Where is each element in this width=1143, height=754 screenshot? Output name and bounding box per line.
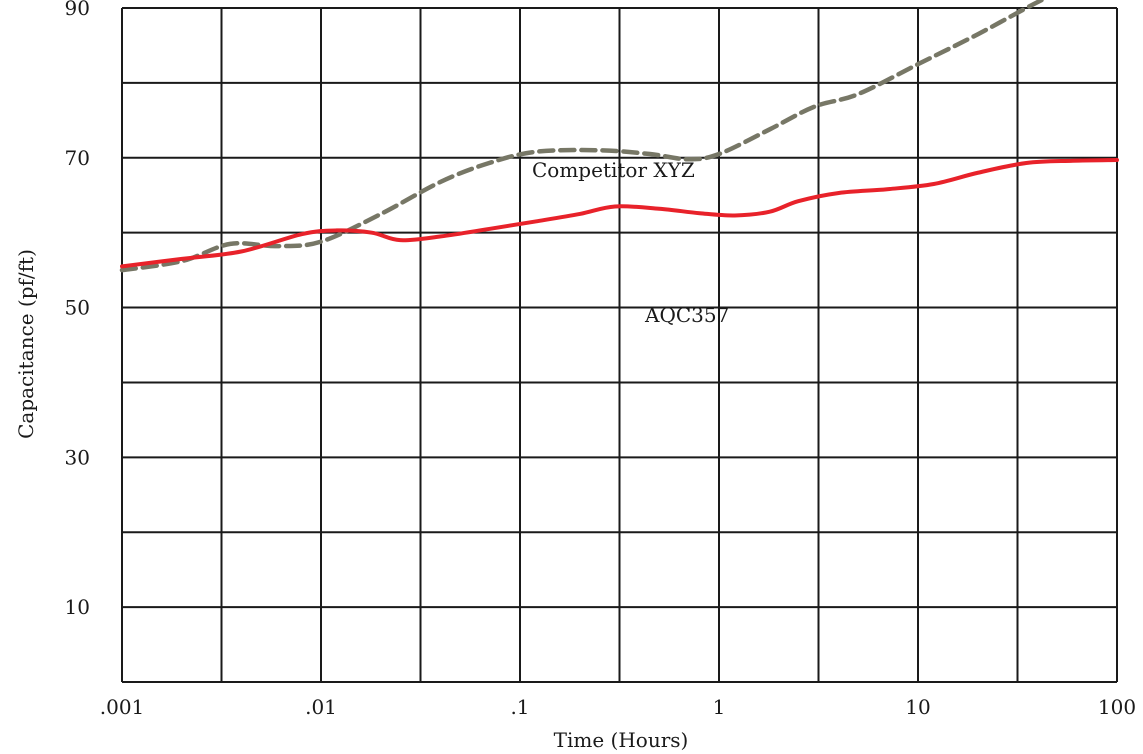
x-tick-label: 100: [1098, 695, 1136, 719]
x-axis-title: Time (Hours): [554, 728, 689, 752]
y-axis-title: Capacitance (pf/ft): [14, 249, 38, 439]
series-line-competitor-xyz: [119, 0, 1047, 273]
annotations: Competitor XYZ AQC357: [532, 158, 729, 327]
y-tick-label: 10: [65, 595, 90, 619]
x-tick-label: 10: [905, 695, 930, 719]
series-line-aqc357: [120, 158, 1119, 269]
x-tick-label: .01: [305, 695, 337, 719]
x-tick-label: 1: [713, 695, 726, 719]
x-axis-ticks: .001 .01 .1 1 10 100: [100, 695, 1136, 719]
y-axis-ticks: 10 30 50 70 90: [65, 0, 90, 619]
y-tick-label: 50: [65, 296, 90, 320]
grid: [121, 7, 1118, 683]
y-tick-label: 90: [65, 0, 90, 20]
y-tick-label: 30: [65, 445, 90, 469]
y-tick-label: 70: [65, 146, 90, 170]
x-tick-label: .001: [100, 695, 145, 719]
series-layer: [119, 0, 1119, 273]
x-tick-label: .1: [510, 695, 529, 719]
annotation-competitor-xyz: Competitor XYZ: [532, 158, 695, 182]
annotation-aqc357: AQC357: [644, 303, 729, 327]
